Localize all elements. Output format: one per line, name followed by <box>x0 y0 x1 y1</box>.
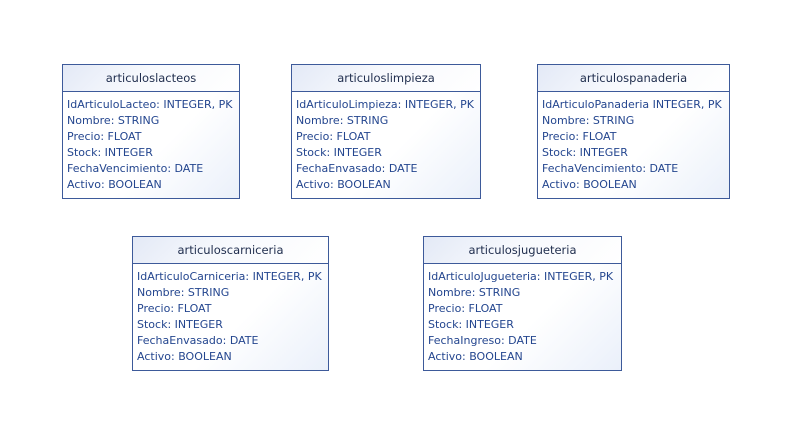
attribute: Nombre: STRING <box>67 114 160 127</box>
attribute-primary-key: IdArticuloLacteo: INTEGER, PK <box>67 98 233 111</box>
attribute: Nombre: STRING <box>137 286 230 299</box>
attribute: Stock: INTEGER <box>137 318 223 331</box>
attribute: Precio: FLOAT <box>428 302 503 315</box>
entity-title: articulospanaderia <box>538 65 729 92</box>
attribute: Nombre: STRING <box>428 286 521 299</box>
attribute: Nombre: STRING <box>542 114 635 127</box>
attribute: Activo: BOOLEAN <box>428 350 523 363</box>
entity-title: articuloscarniceria <box>133 237 328 264</box>
attribute: Stock: INTEGER <box>296 146 382 159</box>
attribute: Stock: INTEGER <box>542 146 628 159</box>
entity-attributes: IdArticuloPanaderia INTEGER, PK Nombre: … <box>538 92 729 198</box>
entity-attributes: IdArticuloLimpieza: INTEGER, PK Nombre: … <box>292 92 480 198</box>
attribute: Precio: FLOAT <box>67 130 142 143</box>
attribute: Activo: BOOLEAN <box>67 178 162 191</box>
entity-title: articuloslacteos <box>63 65 239 92</box>
entity-articulosjugueteria[interactable]: articulosjugueteria IdArticuloJugueteria… <box>423 236 622 371</box>
entity-title: articulosjugueteria <box>424 237 621 264</box>
attribute: FechaVencimiento: DATE <box>542 162 679 175</box>
attribute: FechaEnvasado: DATE <box>296 162 418 175</box>
attribute: Nombre: STRING <box>296 114 389 127</box>
attribute: Activo: BOOLEAN <box>542 178 637 191</box>
entity-attributes: IdArticuloCarniceria: INTEGER, PK Nombre… <box>133 264 328 370</box>
attribute-primary-key: IdArticuloJugueteria: INTEGER, PK <box>428 270 614 283</box>
attribute: FechaVencimiento: DATE <box>67 162 204 175</box>
attribute: FechaIngreso: DATE <box>428 334 537 347</box>
attribute: Activo: BOOLEAN <box>296 178 391 191</box>
attribute-primary-key: IdArticuloCarniceria: INTEGER, PK <box>137 270 322 283</box>
entity-articuloslacteos[interactable]: articuloslacteos IdArticuloLacteo: INTEG… <box>62 64 240 199</box>
attribute: Precio: FLOAT <box>542 130 617 143</box>
entity-articuloslimpieza[interactable]: articuloslimpieza IdArticuloLimpieza: IN… <box>291 64 481 199</box>
entity-title: articuloslimpieza <box>292 65 480 92</box>
entity-attributes: IdArticuloLacteo: INTEGER, PK Nombre: ST… <box>63 92 239 198</box>
attribute: FechaEnvasado: DATE <box>137 334 259 347</box>
attribute-primary-key: IdArticuloPanaderia INTEGER, PK <box>542 98 722 111</box>
entity-attributes: IdArticuloJugueteria: INTEGER, PK Nombre… <box>424 264 621 370</box>
attribute: Stock: INTEGER <box>67 146 153 159</box>
entity-articulospanaderia[interactable]: articulospanaderia IdArticuloPanaderia I… <box>537 64 730 199</box>
attribute: Stock: INTEGER <box>428 318 514 331</box>
attribute: Precio: FLOAT <box>137 302 212 315</box>
attribute: Activo: BOOLEAN <box>137 350 232 363</box>
attribute: Precio: FLOAT <box>296 130 371 143</box>
attribute-primary-key: IdArticuloLimpieza: INTEGER, PK <box>296 98 474 111</box>
entity-articuloscarniceria[interactable]: articuloscarniceria IdArticuloCarniceria… <box>132 236 329 371</box>
